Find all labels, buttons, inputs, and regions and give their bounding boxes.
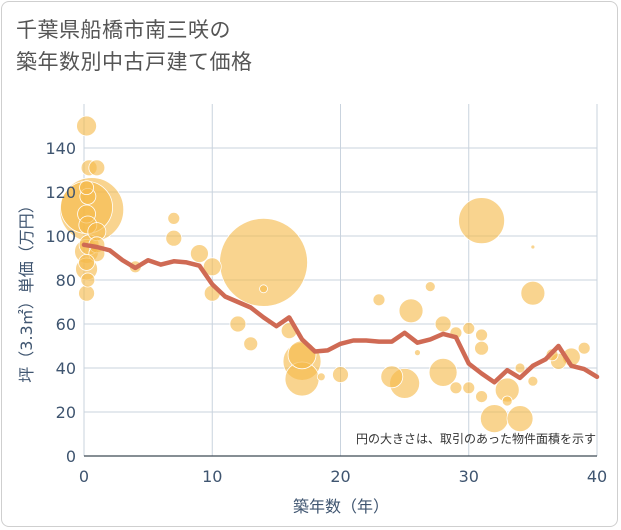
title-line-1: 千葉県船橋市南三咲の: [16, 18, 231, 42]
bubble-point: [520, 280, 546, 306]
y-tick-label: 40: [56, 359, 76, 378]
bubble-point: [449, 381, 463, 395]
grid-lines: [83, 104, 598, 457]
bubble-point: [316, 372, 326, 382]
bubble-point: [190, 244, 209, 264]
size-note: 円の大きさは、取引のあった物件面積を示す: [356, 431, 596, 446]
bubble-point: [287, 340, 317, 370]
bubble-point: [474, 340, 489, 356]
bubble-point: [475, 390, 488, 404]
bubble-point: [475, 328, 488, 342]
bubble-series: [59, 115, 591, 434]
bubble-point: [229, 315, 247, 333]
bubble-point: [243, 336, 259, 352]
x-tick-label: 30: [459, 467, 479, 486]
bubble-point: [501, 395, 513, 407]
bubble-point: [458, 197, 505, 245]
bubble-point: [398, 298, 424, 324]
bubble-point: [530, 244, 536, 250]
x-tick-label: 40: [587, 467, 607, 486]
bubble-point: [434, 315, 452, 333]
bubble-point: [514, 362, 526, 374]
x-tick-label: 10: [202, 467, 222, 486]
bubble-point: [372, 293, 386, 307]
bubble-point: [414, 349, 421, 357]
chart-title: 千葉県船橋市南三咲の 築年数別中古戸建て価格: [16, 14, 253, 78]
bubble-point: [259, 284, 268, 294]
y-tick-label: 120: [45, 183, 76, 202]
x-tick-label: 0: [79, 467, 89, 486]
bubble-point: [88, 159, 106, 177]
trend-line: [81, 242, 600, 385]
x-tick-label: 20: [330, 467, 350, 486]
bubble-point: [428, 357, 458, 387]
bubble-point: [462, 321, 476, 335]
y-tick-label: 140: [45, 139, 76, 158]
bubble-point: [78, 284, 95, 302]
bubble-point: [79, 180, 94, 196]
y-tick-label: 80: [56, 271, 76, 290]
y-tick-label: 20: [56, 403, 76, 422]
y-tick-label: 60: [56, 315, 76, 334]
bubble-point: [527, 375, 539, 387]
bubble-point: [165, 229, 183, 247]
x-axis-title: 築年数（年）: [293, 497, 389, 516]
bubble-point: [80, 272, 96, 288]
bubble-point: [424, 281, 436, 293]
axis-ticks: 0 10 20 30 40 0 20 40 60 80 100 120 140: [45, 139, 607, 486]
bubble-point: [462, 381, 476, 395]
y-tick-label: 0: [66, 447, 76, 466]
bubble-point: [479, 404, 509, 434]
bubble-point: [167, 211, 181, 225]
bubble-point: [577, 341, 591, 355]
bubble-point: [202, 257, 222, 277]
bubble-point: [78, 253, 95, 271]
y-tick-label: 100: [45, 227, 76, 246]
bubble-point: [76, 115, 97, 137]
bubble-point: [332, 366, 349, 384]
title-line-2: 築年数別中古戸建て価格: [16, 50, 253, 74]
y-axis-title: 坪（3.3㎡）単価（万円）: [17, 197, 36, 382]
bubble-point: [380, 365, 404, 389]
bubble-point: [506, 405, 534, 433]
